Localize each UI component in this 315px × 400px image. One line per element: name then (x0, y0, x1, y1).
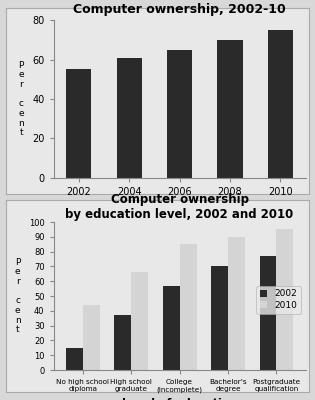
Bar (228, 237, 245, 370)
Y-axis label: P
e
r
 
c
e
n
t: P e r c e n t (15, 258, 20, 334)
Bar (117, 58, 142, 178)
Bar (167, 50, 192, 178)
Y-axis label: P
e
r
 
c
e
n
t: P e r c e n t (18, 60, 24, 138)
Bar (211, 266, 228, 370)
Title: Computer ownership
by education level, 2002 and 2010: Computer ownership by education level, 2… (66, 193, 294, 221)
Bar (66, 348, 83, 370)
Bar (277, 230, 294, 370)
Bar (180, 244, 197, 370)
Bar (163, 286, 180, 370)
X-axis label: Year: Year (168, 200, 192, 210)
Bar (66, 69, 91, 178)
Bar (114, 315, 131, 370)
X-axis label: Level of education: Level of education (122, 398, 237, 400)
Bar (131, 272, 148, 370)
Bar (268, 30, 293, 178)
Bar (217, 40, 243, 178)
Bar (83, 305, 100, 370)
Bar (260, 256, 277, 370)
Legend: 2002, 2010: 2002, 2010 (256, 286, 301, 314)
Title: Computer ownership, 2002-10: Computer ownership, 2002-10 (73, 3, 286, 16)
